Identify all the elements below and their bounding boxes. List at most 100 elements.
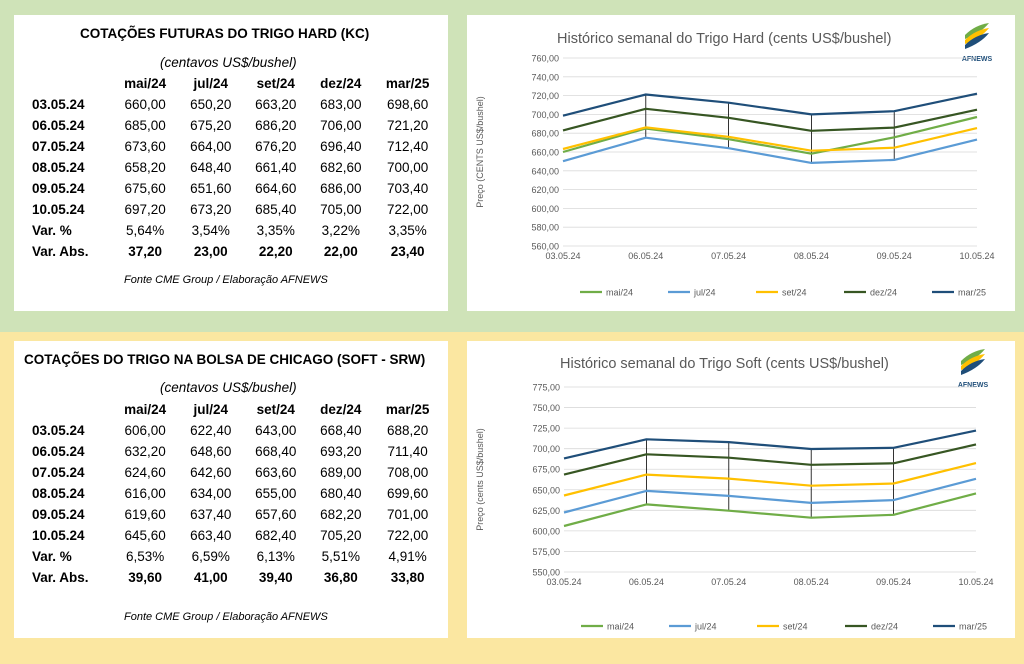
price-cell: 676,20 — [255, 139, 297, 154]
chart-title: Histórico semanal do Trigo Soft (cents U… — [560, 356, 889, 372]
y-tick-label: 620,00 — [531, 185, 559, 195]
hard-price-table: mai/24 jul/24 set/24 dez/24 mar/25 03.05.24 66… — [24, 73, 442, 262]
variation-cell: 3,22% — [321, 223, 360, 238]
price-cell: 686,20 — [255, 118, 297, 133]
soft-table-source: Fonte CME Group / Elaboração AFNEWS — [124, 611, 328, 623]
series-line-mar-25 — [562, 92, 978, 117]
price-cell: 648,60 — [190, 444, 232, 459]
var-abs-row: Var. Abs. 39,60 41,00 39,40 36,80 33,80 — [24, 567, 442, 588]
soft-table-panel: COTAÇÕES DO TRIGO NA BOLSA DE CHICAGO (S… — [14, 341, 448, 638]
price-cell: 699,60 — [387, 486, 429, 501]
y-tick-label: 680,00 — [531, 129, 559, 139]
y-tick-label: 625,00 — [532, 506, 560, 516]
price-cell: 722,00 — [387, 528, 429, 543]
x-tick-label: 06.05.24 — [628, 251, 663, 261]
table-row: 07.05.24 673,60 664,00 676,20 696,40 712,40 — [24, 136, 442, 157]
y-tick-label: 580,00 — [531, 223, 559, 233]
row-date-cell: 10.05.24 — [32, 202, 85, 217]
price-cell: 668,40 — [255, 444, 297, 459]
price-cell: 632,20 — [124, 444, 166, 459]
afnews-logo: AFNEWS — [962, 23, 992, 63]
y-tick-label: 560,00 — [531, 242, 559, 252]
column-header-cell: mar/25 — [385, 76, 430, 91]
row-date-cell: 09.05.24 — [32, 507, 85, 522]
y-tick-label: 600,00 — [531, 204, 559, 214]
legend-label: mai/24 — [606, 288, 633, 298]
y-tick-label: 600,00 — [532, 526, 560, 536]
var-abs-row: Var. Abs. 37,20 23,00 22,20 22,00 23,40 — [24, 241, 442, 262]
hard-table-panel: COTAÇÕES FUTURAS DO TRIGO HARD (KC) (cen… — [14, 15, 448, 311]
series-line-mai-24 — [563, 492, 977, 528]
y-axis-label: Preço (CENTS US$/bushel) — [475, 96, 485, 208]
table-row: 06.05.24 685,00 675,20 686,20 706,00 721,20 — [24, 115, 442, 136]
x-tick-label: 10.05.24 — [958, 577, 993, 587]
table-header-row: mai/24 jul/24 set/24 dez/24 mar/25 — [24, 73, 442, 94]
y-axis-label: Preço (cents US$/bushel) — [475, 428, 485, 531]
x-tick-label: 06.05.24 — [629, 577, 664, 587]
header-corner-cell — [24, 399, 112, 420]
column-header-cell: jul/24 — [193, 402, 228, 417]
row-label-cell: Var. Abs. — [32, 244, 89, 259]
row-date-cell: 10.05.24 — [32, 528, 85, 543]
price-cell: 688,20 — [387, 423, 429, 438]
legend-label: set/24 — [782, 288, 807, 298]
x-tick-label: 07.05.24 — [711, 251, 746, 261]
price-cell: 675,60 — [124, 181, 166, 196]
y-tick-label: 700,00 — [532, 444, 560, 454]
table-row: 09.05.24 619,60 637,40 657,60 682,20 701,00 — [24, 504, 442, 525]
variation-cell: 6,59% — [191, 549, 230, 564]
table-row: 06.05.24 632,20 648,60 668,40 693,20 711,40 — [24, 441, 442, 462]
price-cell: 624,60 — [124, 465, 166, 480]
price-cell: 711,40 — [387, 444, 428, 459]
row-label-cell: Var. Abs. — [32, 570, 89, 585]
variation-cell: 4,91% — [388, 549, 427, 564]
column-header-cell: mar/25 — [385, 402, 430, 417]
price-cell: 664,00 — [190, 139, 232, 154]
price-cell: 673,60 — [124, 139, 166, 154]
variation-cell: 3,54% — [191, 223, 230, 238]
row-label-cell: Var. % — [32, 549, 72, 564]
y-tick-label: 550,00 — [532, 568, 560, 578]
price-cell: 673,20 — [190, 202, 232, 217]
row-date-cell: 03.05.24 — [32, 97, 85, 112]
column-header-cell: set/24 — [256, 76, 295, 91]
variation-cell: 33,80 — [390, 570, 425, 585]
x-tick-label: 07.05.24 — [711, 577, 746, 587]
logo-leaf-icon — [961, 359, 985, 375]
price-cell: 705,00 — [320, 202, 362, 217]
row-date-cell: 03.05.24 — [32, 423, 85, 438]
price-cell: 655,00 — [255, 486, 297, 501]
y-tick-label: 700,00 — [531, 110, 559, 120]
variation-cell: 39,40 — [258, 570, 293, 585]
column-header-cell: jul/24 — [193, 76, 228, 91]
logo-text: AFNEWS — [958, 382, 989, 389]
price-cell: 696,40 — [320, 139, 362, 154]
row-date-cell: 08.05.24 — [32, 160, 85, 175]
y-tick-label: 720,00 — [531, 91, 559, 101]
price-cell: 685,00 — [124, 118, 166, 133]
table-row: 08.05.24 658,20 648,40 661,40 682,60 700,00 — [24, 157, 442, 178]
y-tick-label: 640,00 — [531, 166, 559, 176]
price-cell: 682,60 — [320, 160, 362, 175]
y-tick-label: 750,00 — [532, 403, 560, 413]
legend-label: set/24 — [783, 622, 808, 632]
price-cell: 663,60 — [255, 465, 297, 480]
price-cell: 693,20 — [320, 444, 362, 459]
price-cell: 689,00 — [320, 465, 362, 480]
row-date-cell: 07.05.24 — [32, 139, 85, 154]
price-cell: 686,00 — [320, 181, 362, 196]
table-row: 03.05.24 660,00 650,20 663,20 683,00 698,60 — [24, 94, 442, 115]
afnews-logo: AFNEWS — [958, 349, 989, 389]
price-cell: 685,40 — [255, 202, 297, 217]
column-header-cell: mai/24 — [124, 402, 167, 417]
price-cell: 658,20 — [124, 160, 166, 175]
legend-label: jul/24 — [693, 288, 716, 298]
price-cell: 663,40 — [190, 528, 232, 543]
row-label-cell: Var. % — [32, 223, 72, 238]
variation-cell: 5,51% — [321, 549, 360, 564]
series-line-jul-24 — [563, 477, 977, 514]
price-cell: 668,40 — [320, 423, 362, 438]
price-cell: 651,60 — [190, 181, 232, 196]
price-cell: 664,60 — [255, 181, 297, 196]
price-cell: 616,00 — [124, 486, 166, 501]
